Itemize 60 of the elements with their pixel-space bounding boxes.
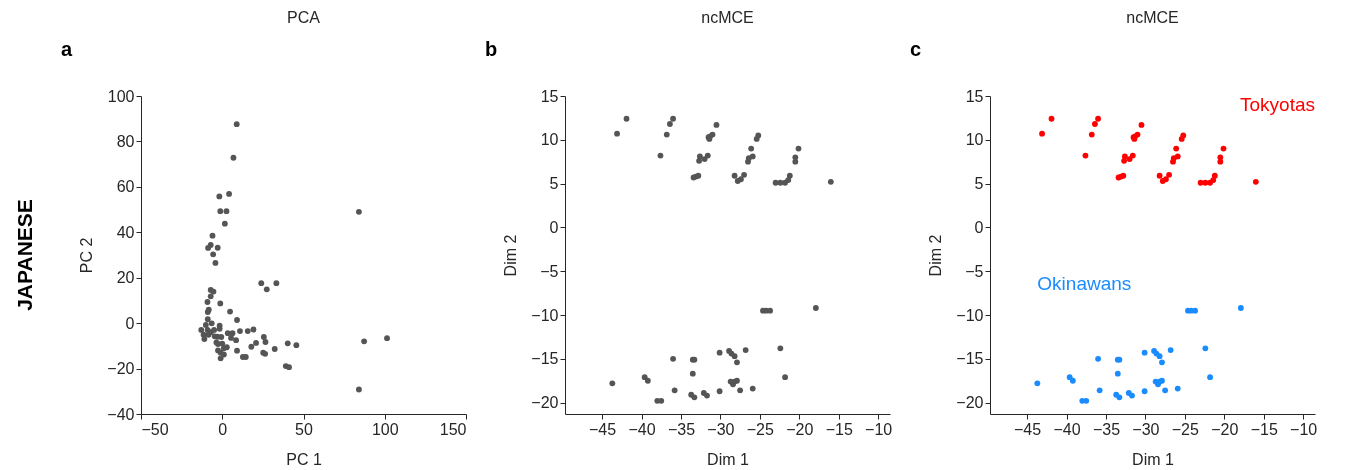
x-tick-label: −25 xyxy=(746,420,775,438)
y-tick-label: 5 xyxy=(974,175,984,193)
x-tick-label: 150 xyxy=(439,420,467,438)
y-tick-label: −10 xyxy=(956,306,984,324)
y-tick-label: 80 xyxy=(116,132,135,150)
x-tick-label: −30 xyxy=(1132,420,1160,438)
x-tick-label: −40 xyxy=(628,420,656,438)
y-tick-label: −5 xyxy=(540,262,559,280)
y-axis-title: Dim 2 xyxy=(927,234,945,277)
y-tick-label: 60 xyxy=(116,178,135,196)
x-tick-label: −35 xyxy=(667,420,696,438)
chart-title: ncMCE xyxy=(1126,9,1179,26)
y-tick-label: −20 xyxy=(956,394,984,412)
y-tick-label: −20 xyxy=(531,394,559,412)
x-tick-label: −20 xyxy=(786,420,814,438)
y-tick-label: −15 xyxy=(956,350,984,368)
y-tick-label: 15 xyxy=(965,87,984,105)
y-tick-label: 0 xyxy=(125,314,135,332)
y-tick-label: 5 xyxy=(549,175,559,193)
x-axis-title: Dim 1 xyxy=(707,450,749,468)
y-tick-label: 0 xyxy=(549,218,559,236)
x-tick-label: −50 xyxy=(141,420,169,438)
x-tick-label: −35 xyxy=(1092,420,1121,438)
chart-title: PCA xyxy=(287,9,321,26)
x-tick-label: −10 xyxy=(865,420,893,438)
y-tick-label: 100 xyxy=(107,87,135,105)
text: JAPANESE xyxy=(13,199,36,311)
x-tick-label: 50 xyxy=(295,420,313,438)
text: b xyxy=(485,38,498,60)
series-label: Tokyotas xyxy=(1240,93,1315,115)
x-tick-label: −15 xyxy=(825,420,853,438)
y-axis-title: Dim 2 xyxy=(502,234,520,277)
text: a xyxy=(61,38,73,60)
y-tick-label: 20 xyxy=(116,269,135,287)
y-tick-label: 10 xyxy=(540,131,559,149)
y-tick-label: −20 xyxy=(107,360,135,378)
x-tick-label: −10 xyxy=(1290,420,1318,438)
x-axis-title: Dim 1 xyxy=(1132,450,1174,468)
y-tick-label: 0 xyxy=(974,218,984,236)
chart-title: ncMCE xyxy=(701,9,754,26)
x-tick-label: 0 xyxy=(218,420,228,438)
y-tick-label: −5 xyxy=(965,262,984,280)
x-tick-label: 100 xyxy=(371,420,399,438)
y-tick-label: −15 xyxy=(531,350,559,368)
x-tick-label: −30 xyxy=(707,420,735,438)
x-tick-label: −45 xyxy=(589,420,617,438)
x-tick-label: −15 xyxy=(1250,420,1278,438)
x-tick-label: −20 xyxy=(1211,420,1239,438)
text: c xyxy=(910,38,922,60)
y-tick-label: 10 xyxy=(965,131,984,149)
text: Okinawans xyxy=(1037,273,1132,294)
x-axis-title: PC 1 xyxy=(286,450,322,468)
x-tick-label: −45 xyxy=(1014,420,1042,438)
x-tick-label: −40 xyxy=(1053,420,1081,438)
y-tick-label: 40 xyxy=(116,223,135,241)
y-tick-label: 15 xyxy=(540,87,559,105)
x-tick-label: −25 xyxy=(1171,420,1200,438)
y-axis-title: PC 2 xyxy=(78,237,96,274)
y-tick-label: −40 xyxy=(107,405,135,423)
y-tick-label: −10 xyxy=(531,306,559,324)
